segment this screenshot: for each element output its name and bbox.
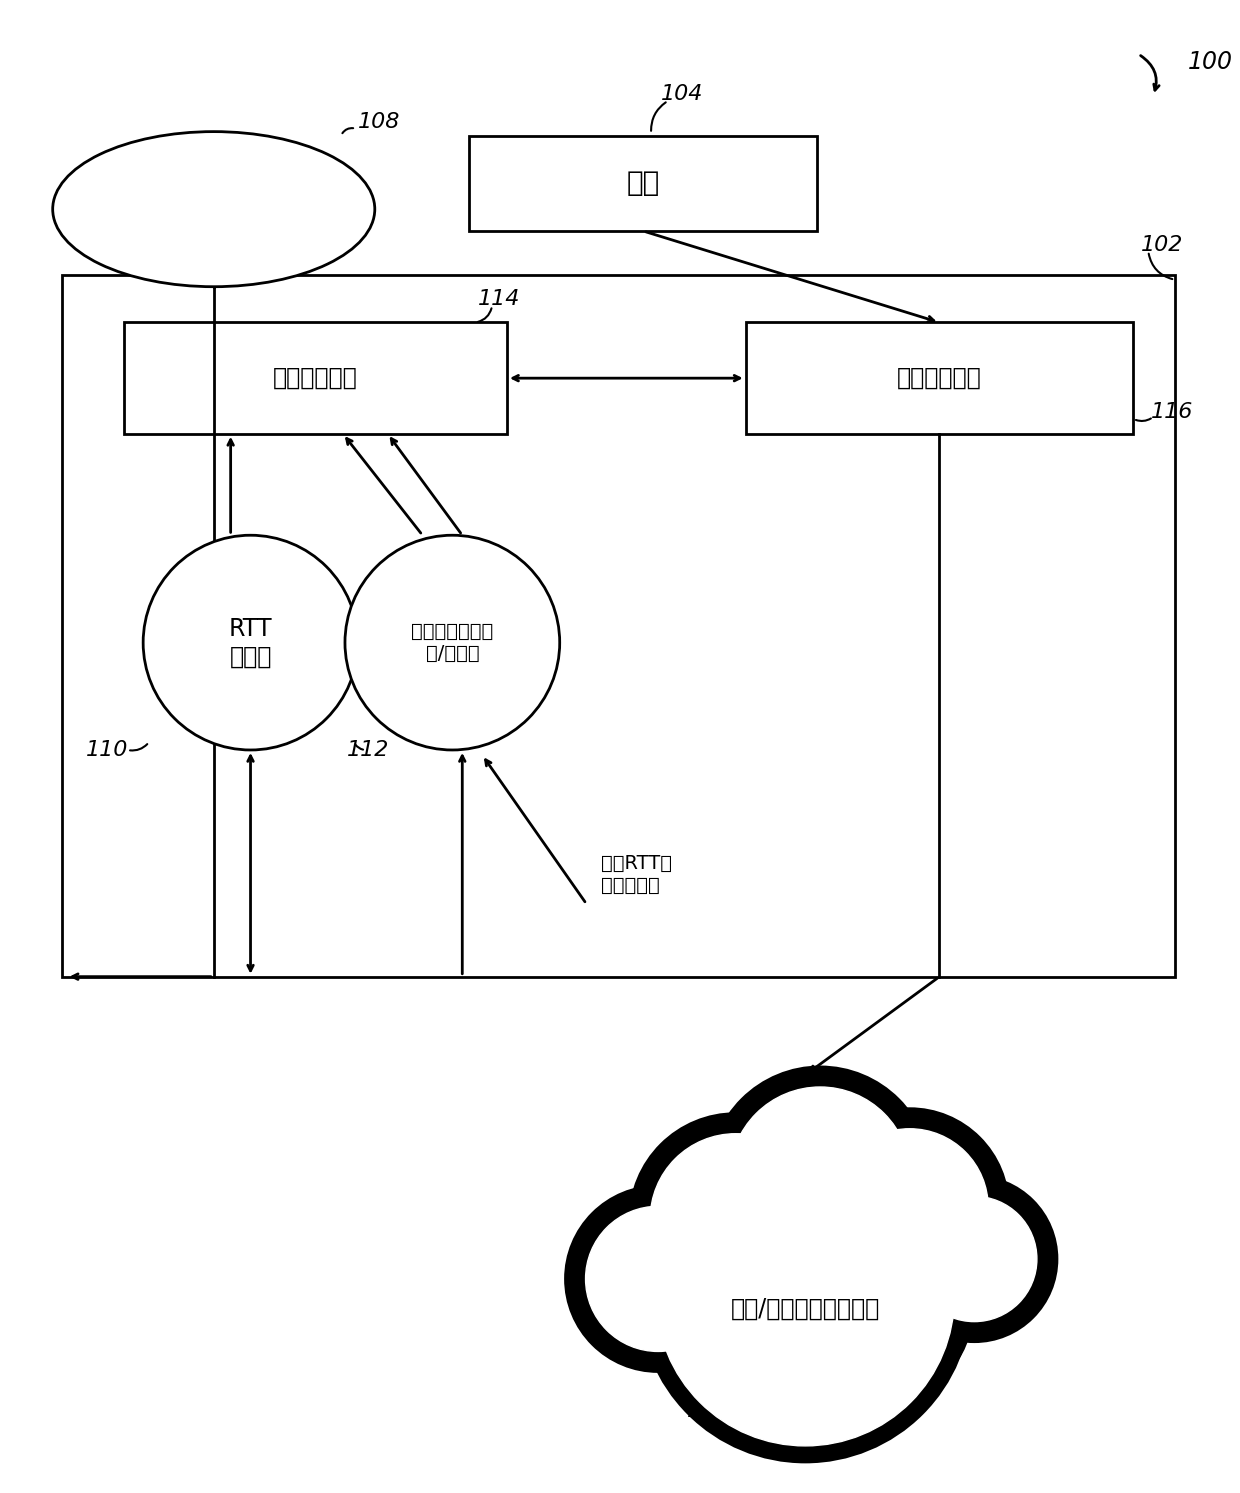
Circle shape (729, 1087, 910, 1268)
Text: 更新RTT值
和应用数据: 更新RTT值 和应用数据 (601, 854, 672, 894)
Bar (469, 136, 817, 231)
Text: 102: 102 (1141, 234, 1184, 255)
Circle shape (585, 1206, 730, 1351)
Text: 100: 100 (1188, 51, 1233, 75)
Circle shape (641, 1124, 830, 1314)
Text: 112: 112 (347, 741, 389, 760)
Circle shape (660, 1262, 771, 1372)
Circle shape (720, 1078, 920, 1277)
Circle shape (651, 1253, 780, 1381)
Circle shape (651, 1142, 960, 1451)
Text: 多路径调度器: 多路径调度器 (897, 366, 982, 390)
Circle shape (656, 1148, 955, 1445)
Circle shape (650, 1133, 821, 1305)
Circle shape (903, 1187, 1045, 1330)
Text: 应用数据量估计
器/数据库: 应用数据量估计 器/数据库 (412, 623, 494, 663)
Text: RTT
数据库: RTT 数据库 (228, 617, 273, 669)
Circle shape (911, 1196, 1037, 1321)
Bar (745, 322, 1133, 434)
Circle shape (830, 1253, 960, 1381)
Text: 110: 110 (87, 741, 129, 760)
Circle shape (143, 536, 358, 749)
Text: 路径计算引擎: 路径计算引擎 (273, 366, 358, 390)
Circle shape (831, 1129, 988, 1285)
Circle shape (345, 536, 559, 749)
Circle shape (577, 1197, 739, 1360)
Ellipse shape (52, 131, 374, 287)
Text: 应用策略: 应用策略 (184, 197, 244, 221)
Text: 108: 108 (358, 112, 401, 131)
Text: 116: 116 (1151, 402, 1194, 423)
Text: 114: 114 (477, 288, 521, 309)
Circle shape (839, 1262, 950, 1372)
Circle shape (660, 1151, 950, 1442)
Text: 106: 106 (687, 1400, 729, 1421)
Text: 最佳/非最佳路径的网络: 最佳/非最佳路径的网络 (730, 1297, 880, 1321)
Circle shape (822, 1120, 997, 1294)
Bar (62, 275, 1176, 976)
Text: 应用: 应用 (626, 169, 660, 197)
Bar (124, 322, 507, 434)
Text: 104: 104 (661, 84, 703, 105)
